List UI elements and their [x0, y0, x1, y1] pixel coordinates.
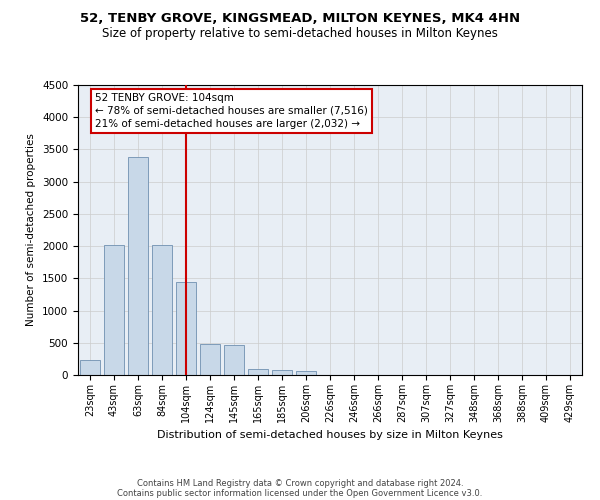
Text: Contains HM Land Registry data © Crown copyright and database right 2024.: Contains HM Land Registry data © Crown c… [137, 478, 463, 488]
Text: 52, TENBY GROVE, KINGSMEAD, MILTON KEYNES, MK4 4HN: 52, TENBY GROVE, KINGSMEAD, MILTON KEYNE… [80, 12, 520, 26]
Text: Contains public sector information licensed under the Open Government Licence v3: Contains public sector information licen… [118, 488, 482, 498]
Bar [128, 157, 148, 375]
Bar [176, 282, 196, 375]
Bar [152, 246, 172, 375]
Bar [272, 370, 292, 375]
Bar [200, 344, 220, 375]
Text: 52 TENBY GROVE: 104sqm
← 78% of semi-detached houses are smaller (7,516)
21% of : 52 TENBY GROVE: 104sqm ← 78% of semi-det… [95, 92, 368, 129]
Bar [248, 369, 268, 375]
X-axis label: Distribution of semi-detached houses by size in Milton Keynes: Distribution of semi-detached houses by … [157, 430, 503, 440]
Text: Size of property relative to semi-detached houses in Milton Keynes: Size of property relative to semi-detach… [102, 28, 498, 40]
Bar [296, 371, 316, 375]
Y-axis label: Number of semi-detached properties: Number of semi-detached properties [26, 134, 37, 326]
Bar [224, 344, 244, 375]
Bar [104, 245, 124, 375]
Bar [80, 360, 100, 375]
